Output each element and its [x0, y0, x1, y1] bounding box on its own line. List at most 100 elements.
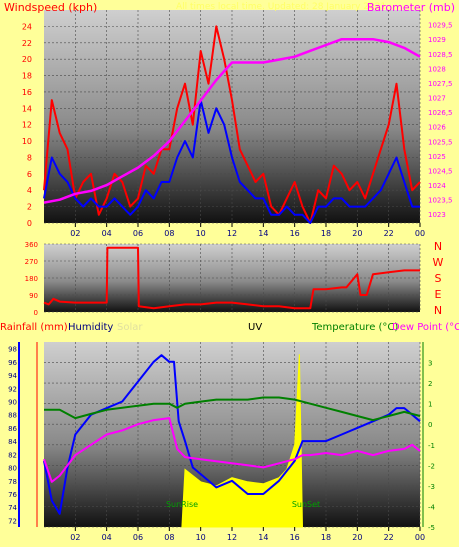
temperature-title: Temperature (°C) — [311, 322, 398, 333]
sunset-label: SunSet — [292, 500, 320, 509]
chart-axes-layer: 02468101214161820222410231023,510241024,… — [8, 22, 452, 542]
wind-y-tick-label: 14 — [22, 104, 32, 113]
rainfall-title: Rainfall (mm) — [0, 322, 68, 333]
humidity-y-tick-label: 98 — [8, 346, 17, 354]
x-tick-label: 16 — [290, 229, 300, 238]
humidity-y-tick-label: 94 — [8, 372, 17, 380]
dewpoint-title: Dew Point (°C) — [392, 322, 459, 333]
x-tick-label: 10 — [196, 533, 206, 542]
temperature-y-tick-label: 2 — [428, 380, 432, 388]
direction-y-tick-label: 360 — [25, 241, 38, 249]
humidity-y-tick-label: 90 — [8, 398, 17, 406]
wind-y-tick-label: 18 — [22, 72, 32, 81]
x-tick-label: 12 — [227, 533, 237, 542]
barometer-line — [43, 37, 421, 204]
windspeed-line — [43, 25, 421, 224]
direction-y-tick-label: 180 — [25, 275, 38, 283]
x-tick-label: 14 — [258, 533, 268, 542]
compass-s: S — [435, 272, 442, 285]
sunrise-label: SunRise — [166, 500, 198, 509]
barometer-y-tick-label: 1027 — [428, 95, 446, 103]
x-tick-label: 02 — [70, 533, 80, 542]
x-tick-label: 06 — [133, 533, 143, 542]
humidity-y-tick-label: 92 — [8, 385, 17, 393]
wind-y-tick-label: 12 — [22, 121, 32, 130]
barometer-y-tick-label: 1024,5 — [428, 167, 453, 175]
x-tick-label: 00 — [415, 229, 425, 238]
humidity-y-tick-label: 78 — [8, 478, 17, 486]
temperature-y-tick-label: -5 — [428, 524, 435, 532]
wind-y-tick-label: 24 — [22, 22, 32, 31]
wind-average-line — [43, 99, 420, 224]
humidity-y-tick-label: 88 — [8, 412, 17, 420]
wind-y-tick-label: 6 — [27, 170, 32, 179]
windspeed-title: Windspeed (kph) — [4, 1, 97, 14]
humidity-y-tick-label: 86 — [8, 425, 17, 433]
barometer-y-tick-label: 1026,5 — [428, 109, 453, 117]
x-tick-label: 18 — [321, 533, 331, 542]
x-tick-label: 20 — [352, 229, 362, 238]
humidity-y-tick-label: 82 — [8, 451, 17, 459]
barometer-y-tick-label: 1029,5 — [428, 22, 453, 30]
barometer-y-tick-label: 1025 — [428, 153, 446, 161]
x-tick-label: 00 — [415, 533, 425, 542]
x-tick-label: 22 — [384, 229, 394, 238]
wind-y-tick-label: 0 — [27, 219, 32, 228]
wind-y-tick-label: 20 — [22, 55, 32, 64]
temperature-line — [44, 396, 421, 422]
x-tick-label: 16 — [290, 533, 300, 542]
wind-y-tick-label: 16 — [22, 88, 32, 97]
x-tick-label: 04 — [102, 229, 112, 238]
humidity-y-tick-label: 72 — [8, 517, 17, 525]
x-tick-label: 08 — [164, 533, 174, 542]
compass-n-top: N — [434, 240, 442, 253]
x-tick-label: 22 — [384, 533, 394, 542]
humidity-y-tick-label: 74 — [8, 504, 17, 512]
x-tick-label: 02 — [70, 229, 80, 238]
temperature-y-tick-label: -4 — [428, 503, 436, 511]
temperature-y-tick-label: 1 — [428, 401, 432, 409]
x-tick-label: 14 — [258, 229, 268, 238]
barometer-y-tick-label: 1027,5 — [428, 80, 453, 88]
barometer-y-tick-label: 1026 — [428, 124, 446, 132]
wind-y-tick-label: 22 — [22, 39, 32, 48]
x-tick-label: 20 — [352, 533, 362, 542]
barometer-title: Barometer (mb) — [367, 1, 455, 14]
humidity-y-tick-label: 84 — [8, 438, 17, 446]
uv-title: UV — [248, 322, 262, 333]
direction-y-tick-label: 0 — [34, 309, 38, 317]
barometer-y-tick-label: 1023,5 — [428, 197, 453, 205]
x-tick-label: 06 — [133, 229, 143, 238]
x-tick-label: 18 — [321, 229, 331, 238]
temperature-y-tick-label: -3 — [428, 483, 435, 491]
x-tick-label: 04 — [102, 533, 112, 542]
humidity-y-tick-label: 96 — [8, 359, 17, 367]
updated-caption: All times local time. Updated: 28 Januar… — [176, 2, 386, 12]
wind-y-tick-label: 2 — [27, 203, 32, 212]
solar-area — [181, 354, 304, 528]
barometer-y-tick-label: 1028 — [428, 65, 446, 73]
wind-y-tick-label: 8 — [27, 153, 32, 162]
temperature-y-tick-label: -2 — [428, 462, 435, 470]
barometer-y-tick-label: 1023 — [428, 211, 446, 219]
humidity-y-tick-label: 76 — [8, 491, 17, 499]
temperature-y-tick-label: 0 — [428, 421, 432, 429]
chart-data-layer — [43, 10, 421, 528]
x-tick-label: 10 — [196, 229, 206, 238]
barometer-y-tick-label: 1029 — [428, 36, 446, 44]
wind-direction-line — [43, 246, 420, 310]
solar-title: Solar — [117, 322, 143, 333]
compass-w: W — [433, 256, 444, 269]
dewpoint-line — [43, 417, 421, 483]
barometer-y-tick-label: 1024 — [428, 182, 446, 190]
wind-y-tick-label: 10 — [22, 137, 32, 146]
direction-y-tick-label: 90 — [29, 292, 38, 300]
humidity-title: Humidity — [68, 322, 113, 333]
humidity-y-tick-label: 80 — [8, 465, 17, 473]
direction-y-tick-label: 270 — [25, 258, 38, 266]
compass-n-bottom: N — [434, 304, 442, 317]
wind-y-tick-label: 4 — [27, 186, 32, 195]
compass-e: E — [435, 288, 442, 301]
